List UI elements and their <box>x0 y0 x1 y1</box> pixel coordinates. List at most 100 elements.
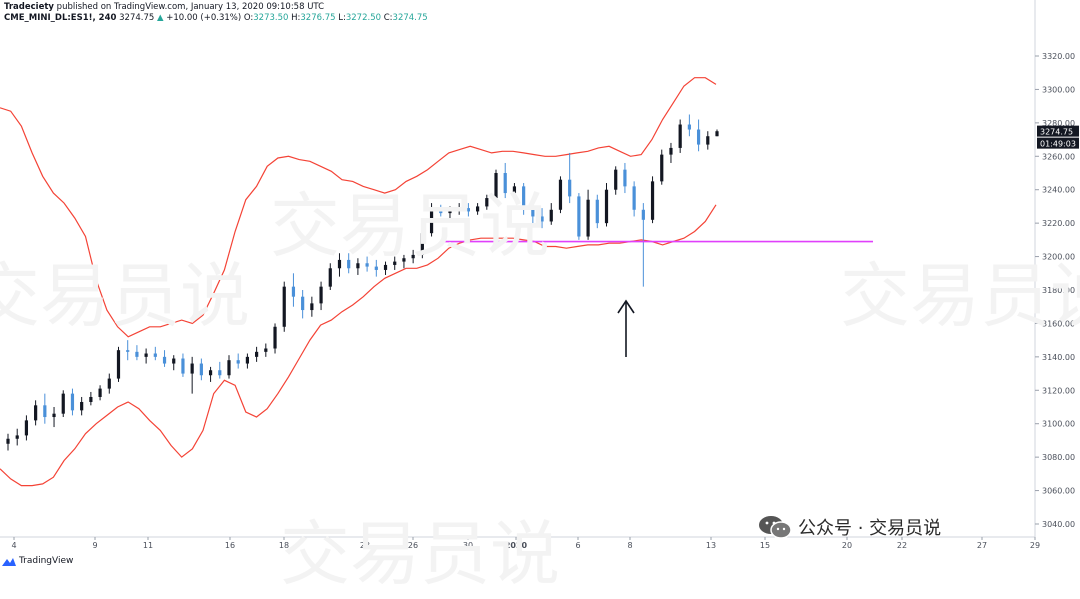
high-value: 3276.75 <box>300 13 336 23</box>
candle-body <box>144 353 148 357</box>
candle-body <box>199 363 203 376</box>
y-tick-label: 3140.00 <box>1042 353 1075 362</box>
x-tick-label: 27 <box>977 541 987 550</box>
wechat-account-name: 公众号 · 交易员说 <box>798 518 942 539</box>
x-tick-label: 9 <box>92 541 97 550</box>
x-tick-label: 29 <box>1030 541 1040 550</box>
x-tick-label: 20 <box>842 541 852 550</box>
candle-body <box>89 396 93 402</box>
candle-body <box>135 351 139 357</box>
candle-body <box>402 258 406 262</box>
candle-body <box>319 286 323 304</box>
low-label: L: <box>338 13 346 23</box>
candle-body <box>687 124 691 130</box>
annotation-arrow-head <box>617 299 635 314</box>
candle-body <box>328 268 332 287</box>
candle-body <box>512 186 517 194</box>
x-tick-label: 8 <box>627 541 632 550</box>
publish-text: published on TradingView.com, January 13… <box>56 2 325 12</box>
candle-body <box>255 351 259 357</box>
x-tick-label: 16 <box>225 541 235 550</box>
candle-body <box>650 181 655 220</box>
x-tick-label: 11 <box>143 541 153 550</box>
candle-body <box>107 378 111 389</box>
chart-canvas[interactable]: 3040.00 3060.00 3080.00 3100.00 3120.00 3140.… <box>0 0 1080 571</box>
publisher[interactable]: Tradeciety <box>4 2 54 12</box>
publish-info: Tradeciety published on TradingView.com,… <box>4 2 324 12</box>
candle-body <box>190 363 194 374</box>
candle-body <box>411 254 415 259</box>
x-tick-label: 18 <box>279 541 289 550</box>
y-tick-label: 3080.00 <box>1042 453 1075 462</box>
wechat-icon <box>759 516 792 539</box>
candle-body <box>310 303 314 311</box>
open-label: O: <box>243 13 254 23</box>
price-change: +10.00 (+0.31%) <box>166 13 242 23</box>
tradingview-logo-icon <box>2 557 16 566</box>
candle-body <box>218 370 222 376</box>
last-price-tag-bg <box>1037 125 1079 137</box>
candle-body <box>669 147 673 155</box>
candle-body <box>614 169 618 190</box>
y-tick-label: 3200.00 <box>1042 253 1075 262</box>
candle-body <box>632 186 636 210</box>
y-tick-label: 3060.00 <box>1042 487 1075 496</box>
candle-body <box>162 356 167 364</box>
candle-body <box>439 209 443 214</box>
candle-body <box>393 261 397 265</box>
last-price: 3274.75 <box>119 13 155 23</box>
candle-body <box>715 131 719 137</box>
candle-body <box>273 326 277 349</box>
candle-body <box>15 435 19 439</box>
tradingview-label: TradingView <box>19 556 74 566</box>
candle-body <box>475 206 480 212</box>
candle-body <box>356 263 360 269</box>
candle-body <box>485 198 489 207</box>
symbol-legend: CME_MINI_DL:ES1!, 240 3274.75 ▲ +10.00 (… <box>4 13 428 23</box>
y-tick-label: 3280.00 <box>1042 119 1075 128</box>
candle-body <box>70 393 75 411</box>
last-price-tag: 3274.75 <box>1040 128 1073 137</box>
x-tick-label: 22 <box>897 541 907 550</box>
candle-body <box>696 129 701 145</box>
candle-body <box>291 286 296 297</box>
candle-body <box>347 259 351 269</box>
candle-body <box>24 420 29 436</box>
y-tick-label: 3260.00 <box>1042 152 1075 161</box>
candle-body <box>126 350 130 352</box>
candle-body <box>116 350 121 379</box>
candle-body <box>494 173 498 199</box>
tradingview-logo[interactable]: TradingView <box>2 556 73 566</box>
bollinger-upper-line <box>0 77 717 338</box>
symbol-name[interactable]: CME_MINI_DL:ES1!, 240 <box>4 13 117 23</box>
y-tick-label: 3120.00 <box>1042 386 1075 395</box>
wechat-badge: 公众号 · 交易员说 <box>758 514 941 540</box>
candle-body <box>264 348 268 352</box>
x-tick-label: 2020 <box>505 541 528 550</box>
candle-body <box>503 173 507 194</box>
candle-body <box>549 209 553 222</box>
candle-body <box>153 353 157 357</box>
open-value: 3273.50 <box>253 13 289 23</box>
candle-body <box>531 209 535 217</box>
candle-body <box>181 358 185 374</box>
candle-body <box>641 209 645 220</box>
candle-body <box>558 179 563 210</box>
chart[interactable]: 3040.00 3060.00 3080.00 3100.00 3120.00 3140.… <box>0 0 1080 571</box>
candle-body <box>282 286 286 327</box>
arrow-up-icon: ▲ <box>156 13 164 23</box>
candle-body <box>420 233 424 255</box>
x-tick-label: 26 <box>408 541 418 550</box>
y-tick-label: 3160.00 <box>1042 319 1075 328</box>
candle-body <box>595 199 599 224</box>
candle-body <box>301 296 305 311</box>
candle-body <box>383 264 388 270</box>
candle-body <box>586 199 590 237</box>
candle-body <box>98 388 102 397</box>
y-tick-label: 3040.00 <box>1042 520 1075 529</box>
candle-body <box>337 259 342 269</box>
x-tick-label: 15 <box>760 541 770 550</box>
countdown-tag-bg <box>1037 137 1079 149</box>
candle-body <box>429 209 434 234</box>
x-tick-label: 23 <box>360 541 370 550</box>
